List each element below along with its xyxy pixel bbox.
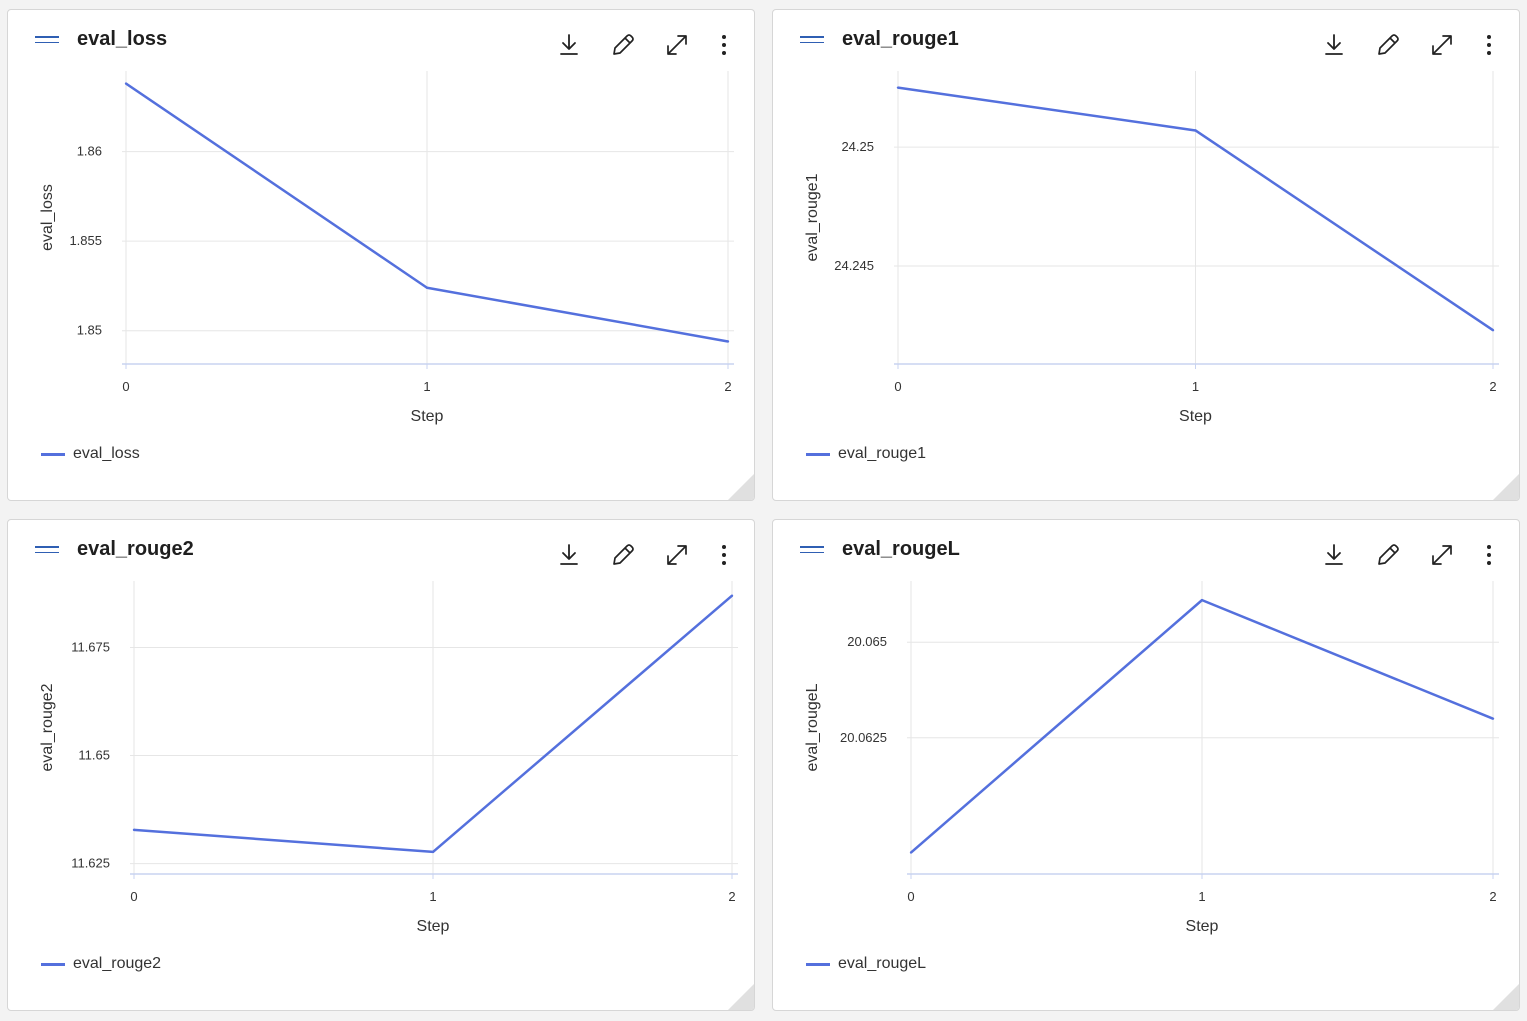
chart-card-eval-rouge2: eval_rouge2 11.625 11.65 11.675 0 1 2 Step eval… xyxy=(7,519,755,1011)
legend-label[interactable]: eval_rougeL xyxy=(838,955,926,973)
x-tick-label: 0 xyxy=(122,379,129,394)
x-tick-label: 2 xyxy=(1489,889,1496,904)
chart-card-eval-rouge1: eval_rouge1 24.245 24.25 0 1 2 Step eval_rouge… xyxy=(772,9,1520,501)
data-point xyxy=(910,851,912,853)
y-axis-title: eval_rouge1 xyxy=(804,173,821,261)
data-point xyxy=(133,829,135,831)
y-tick-label: 20.065 xyxy=(847,634,887,649)
legend-label[interactable]: eval_rouge1 xyxy=(838,445,926,463)
resize-handle[interactable] xyxy=(1493,474,1519,500)
chart-card-eval-rougel: eval_rougeL 20.0625 20.065 0 1 2 Step eval_rou… xyxy=(772,519,1520,1011)
x-tick-label: 2 xyxy=(724,379,731,394)
data-point xyxy=(897,86,899,88)
data-point xyxy=(1492,329,1494,331)
x-tick-label: 1 xyxy=(1198,889,1205,904)
line-chart: 1.85 1.855 1.86 0 1 2 Step eval_loss xyxy=(8,10,755,430)
data-point xyxy=(1201,599,1203,601)
x-tick-label: 2 xyxy=(1489,379,1496,394)
y-axis-title: eval_loss xyxy=(39,184,56,251)
line-chart: 11.625 11.65 11.675 0 1 2 Step eval_rouge2 xyxy=(8,520,755,940)
y-axis-title: eval_rougeL xyxy=(804,683,821,771)
x-tick-label: 1 xyxy=(423,379,430,394)
x-axis-title: Step xyxy=(417,918,450,935)
x-tick-label: 0 xyxy=(894,379,901,394)
data-point xyxy=(727,340,729,342)
y-tick-label: 24.245 xyxy=(834,258,874,273)
chart-legend: eval_rouge2 xyxy=(41,955,161,973)
line-chart: 24.245 24.25 0 1 2 Step eval_rouge1 xyxy=(773,10,1520,430)
chart-legend: eval_loss xyxy=(41,445,140,463)
x-axis-title: Step xyxy=(411,408,444,425)
legend-swatch xyxy=(41,963,65,966)
chart-card-eval-loss: eval_loss 1.85 1.855 1.86 0 1 2 Step eval_loss … xyxy=(7,9,755,501)
legend-swatch xyxy=(41,453,65,456)
x-axis-title: Step xyxy=(1179,408,1212,425)
data-point xyxy=(125,82,127,84)
chart-legend: eval_rougeL xyxy=(806,955,926,973)
x-tick-label: 1 xyxy=(429,889,436,904)
y-tick-label: 1.855 xyxy=(69,233,102,248)
y-tick-label: 11.675 xyxy=(71,640,110,655)
x-tick-label: 1 xyxy=(1192,379,1199,394)
resize-handle[interactable] xyxy=(728,474,754,500)
y-tick-label: 11.65 xyxy=(78,748,110,763)
y-tick-label: 1.85 xyxy=(77,323,102,338)
y-axis-title: eval_rouge2 xyxy=(39,683,56,771)
legend-label[interactable]: eval_loss xyxy=(73,445,140,463)
x-tick-label: 2 xyxy=(728,889,735,904)
x-axis-title: Step xyxy=(1186,918,1219,935)
legend-label[interactable]: eval_rouge2 xyxy=(73,955,161,973)
resize-handle[interactable] xyxy=(728,984,754,1010)
y-tick-label: 24.25 xyxy=(841,139,874,154)
line-chart: 20.0625 20.065 0 1 2 Step eval_rougeL xyxy=(773,520,1520,940)
data-point xyxy=(1194,129,1196,131)
x-tick-label: 0 xyxy=(130,889,137,904)
legend-swatch xyxy=(806,453,830,456)
chart-legend: eval_rouge1 xyxy=(806,445,926,463)
data-point xyxy=(432,851,434,853)
data-point xyxy=(731,594,733,596)
x-tick-label: 0 xyxy=(907,889,914,904)
y-tick-label: 11.625 xyxy=(71,856,110,871)
resize-handle[interactable] xyxy=(1493,984,1519,1010)
legend-swatch xyxy=(806,963,830,966)
data-point xyxy=(1492,717,1494,719)
y-tick-label: 1.86 xyxy=(77,144,102,159)
data-point xyxy=(426,287,428,289)
y-tick-label: 20.0625 xyxy=(840,730,887,745)
